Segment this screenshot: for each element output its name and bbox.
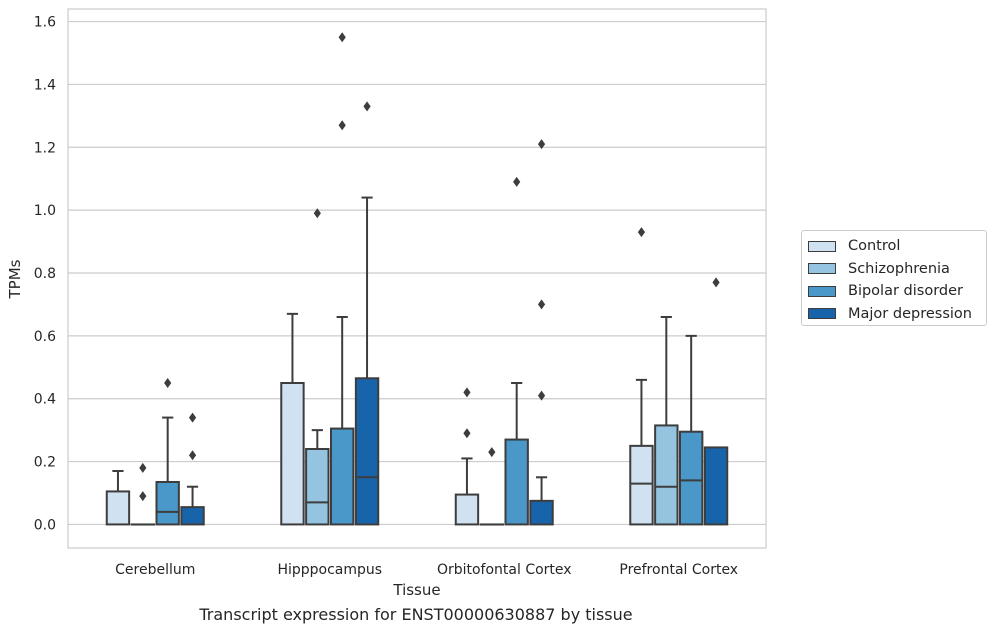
box-bipolar-disorder: [678, 334, 704, 526]
outlier-point: [463, 387, 471, 398]
box: [305, 448, 330, 526]
box: [678, 430, 704, 526]
outlier-point: [463, 428, 471, 439]
box-schizophrenia: [130, 462, 156, 526]
outlier-point: [537, 299, 546, 310]
legend-swatch: [808, 263, 836, 275]
box-major-depression: [703, 277, 729, 526]
y-axis-label: TPMs: [6, 259, 24, 299]
legend-label: Control: [848, 238, 901, 255]
box-control: [454, 387, 480, 526]
legend: Control Schizophrenia Bipolar disorder Majo…: [801, 230, 987, 326]
legend-swatch: [808, 240, 836, 252]
box: [329, 427, 355, 526]
box: [354, 377, 380, 526]
legend-item: Major depression: [808, 303, 986, 326]
box-major-depression: [354, 101, 380, 526]
y-tick-label: 0.0: [34, 517, 56, 533]
box-major-depression: [180, 412, 205, 526]
box-major-depression: [529, 139, 554, 526]
box: [454, 493, 480, 526]
plot-frame: [67, 8, 767, 549]
box: [629, 444, 654, 526]
box-schizophrenia: [654, 316, 679, 526]
x-tick-label: Cerebellum: [115, 562, 195, 578]
box-plots: [105, 32, 729, 526]
y-tick-label: 0.2: [34, 455, 56, 471]
box: [529, 499, 554, 526]
legend-item: Schizophrenia: [808, 258, 986, 281]
outlier-point: [188, 412, 197, 423]
y-tick-label: 1.4: [34, 77, 56, 93]
box: [654, 424, 679, 526]
y-tick-label: 1.0: [34, 203, 56, 219]
x-axis-label: Tissue: [392, 581, 440, 599]
y-tick-label: 1.6: [34, 15, 56, 31]
outlier-point: [313, 208, 321, 219]
outlier-point: [712, 277, 720, 288]
gridlines: [68, 20, 766, 526]
box: [504, 438, 529, 526]
box-control: [280, 312, 305, 526]
box-bipolar-disorder: [155, 378, 180, 526]
outlier-point: [139, 491, 147, 502]
x-tick-label: Hipppocampus: [277, 562, 382, 578]
box-schizophrenia: [479, 447, 505, 526]
legend-item: Bipolar disorder: [808, 280, 986, 303]
legend-label: Major depression: [848, 305, 972, 322]
outlier-point: [488, 447, 496, 458]
box-bipolar-disorder: [329, 32, 355, 526]
box-control: [105, 470, 131, 526]
box: [105, 490, 131, 526]
outlier-point: [363, 101, 371, 112]
y-tick-label: 0.8: [34, 266, 56, 282]
y-axis-ticks: 0.0 0.2 0.4 0.6 0.8 1.0 1.2 1.4 1.6: [34, 15, 56, 534]
box-bipolar-disorder: [504, 176, 529, 526]
y-tick-label: 0.4: [34, 392, 56, 408]
box: [280, 382, 305, 526]
legend-label: Bipolar disorder: [848, 283, 963, 300]
outlier-point: [513, 176, 521, 187]
outlier-point: [637, 227, 646, 238]
y-tick-label: 1.2: [34, 140, 56, 156]
outlier-point: [537, 139, 546, 150]
outlier-point: [139, 462, 147, 473]
box-schizophrenia: [305, 208, 330, 526]
box: [155, 481, 180, 526]
legend-swatch: [808, 308, 836, 320]
legend-swatch: [808, 285, 836, 297]
x-tick-label: Orbitofontal Cortex: [437, 562, 572, 578]
figure-caption: Transcript expression for ENST0000063088…: [199, 605, 633, 624]
x-tick-label: Prefrontal Cortex: [619, 562, 738, 578]
legend-item: Control: [808, 235, 986, 258]
legend-label: Schizophrenia: [848, 260, 950, 277]
outlier-point: [164, 378, 172, 388]
x-axis-ticks: Cerebellum Hipppocampus Orbitofontal Corte…: [115, 562, 738, 578]
y-tick-label: 0.6: [34, 329, 56, 345]
outlier-point: [188, 450, 197, 461]
outlier-point: [338, 120, 346, 131]
box: [703, 446, 729, 526]
outlier-point: [338, 32, 346, 43]
box: [180, 506, 205, 526]
outlier-point: [537, 390, 546, 401]
box-control: [629, 227, 654, 526]
